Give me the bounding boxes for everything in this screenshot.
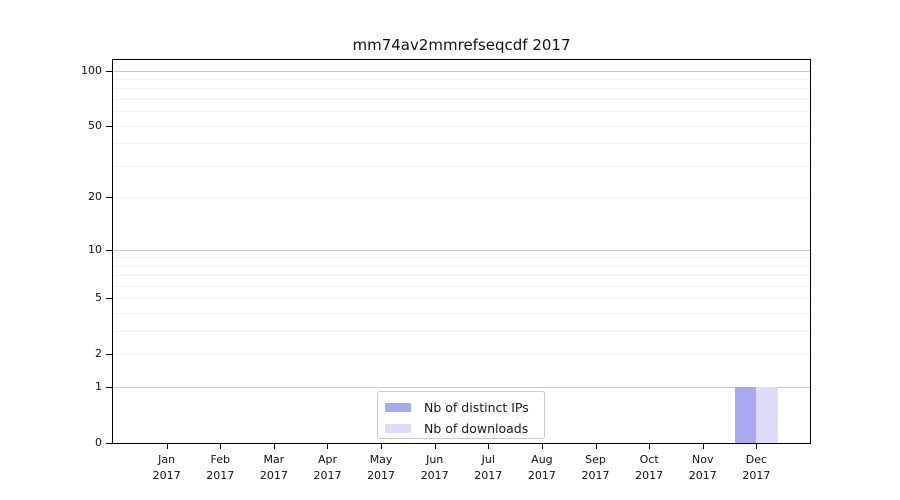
y-tick-label: 20	[88, 190, 102, 204]
y-tick	[106, 387, 113, 389]
x-tick	[702, 443, 704, 449]
gridline-minor	[113, 257, 810, 259]
x-tick	[434, 443, 436, 449]
x-tick-label: Aug 2017	[527, 453, 556, 482]
y-tick	[106, 443, 113, 444]
x-tick-label: Apr 2017	[313, 453, 342, 482]
y-tick-label: 1	[95, 380, 102, 394]
gridline-minor	[113, 285, 810, 287]
gridline-minor	[113, 265, 810, 267]
y-tick-label: 100	[81, 63, 102, 77]
x-tick	[541, 443, 543, 449]
gridline-major	[113, 70, 810, 72]
y-tick-label: 10	[88, 242, 102, 256]
gridline-minor	[113, 298, 810, 300]
x-tick-label: Jun 2017	[420, 453, 449, 482]
gridline-major	[113, 249, 810, 251]
x-tick-label: Jan 2017	[152, 453, 181, 482]
x-tick-label: Dec 2017	[742, 453, 771, 482]
plot-area: Nb of distinct IPs Nb of downloads	[112, 59, 811, 444]
y-tick	[106, 197, 113, 199]
gridline-minor	[113, 88, 810, 90]
legend-item-downloads: Nb of downloads	[385, 418, 536, 439]
gridline-minor	[113, 313, 810, 315]
y-tick-label: 5	[95, 291, 102, 305]
legend-swatch-distinct-ips-icon	[385, 403, 411, 412]
x-tick-label: May 2017	[367, 453, 396, 482]
y-tick	[106, 70, 113, 72]
x-tick-label: Sep 2017	[581, 453, 610, 482]
x-tick-label: Feb 2017	[206, 453, 235, 482]
gridline-minor	[113, 99, 810, 101]
y-tick	[106, 354, 113, 356]
bar-nb-of-distinct-ips	[734, 387, 757, 443]
gridline-minor	[113, 354, 810, 356]
legend-swatch-downloads-icon	[385, 424, 411, 433]
x-tick	[595, 443, 597, 449]
gridline-minor	[113, 197, 810, 199]
x-tick	[220, 443, 222, 449]
x-tick-label: Oct 2017	[635, 453, 664, 482]
gridline-minor	[113, 79, 810, 80]
gridline-minor	[113, 331, 810, 333]
x-tick	[273, 443, 275, 449]
x-tick-label: Nov 2017	[688, 453, 717, 482]
gridline-minor	[113, 143, 810, 145]
y-tick	[106, 298, 113, 300]
bar-nb-of-downloads	[756, 387, 778, 443]
gridline-major	[113, 387, 810, 389]
gridline-minor	[113, 275, 810, 277]
legend-label-downloads: Nb of downloads	[424, 421, 529, 436]
legend-label-distinct-ips: Nb of distinct IPs	[424, 400, 529, 415]
chart-title: mm74av2mmrefseqcdf 2017	[352, 36, 571, 54]
y-tick-label: 2	[95, 347, 102, 361]
y-tick	[106, 125, 113, 127]
gridline-minor	[113, 111, 810, 113]
x-tick	[381, 443, 383, 449]
legend: Nb of distinct IPs Nb of downloads	[377, 391, 545, 439]
gridline-minor	[113, 165, 810, 167]
x-tick	[166, 443, 168, 449]
x-tick	[488, 443, 490, 449]
legend-item-distinct-ips: Nb of distinct IPs	[385, 397, 536, 418]
x-tick-label: Jul 2017	[474, 453, 503, 482]
gridline-minor	[113, 125, 810, 127]
x-tick	[327, 443, 329, 449]
y-tick-label: 0	[95, 436, 102, 449]
y-tick	[106, 249, 113, 251]
x-tick-label: Mar 2017	[259, 453, 288, 482]
y-tick-label: 50	[88, 118, 102, 132]
x-tick	[756, 443, 758, 449]
x-tick	[649, 443, 651, 449]
